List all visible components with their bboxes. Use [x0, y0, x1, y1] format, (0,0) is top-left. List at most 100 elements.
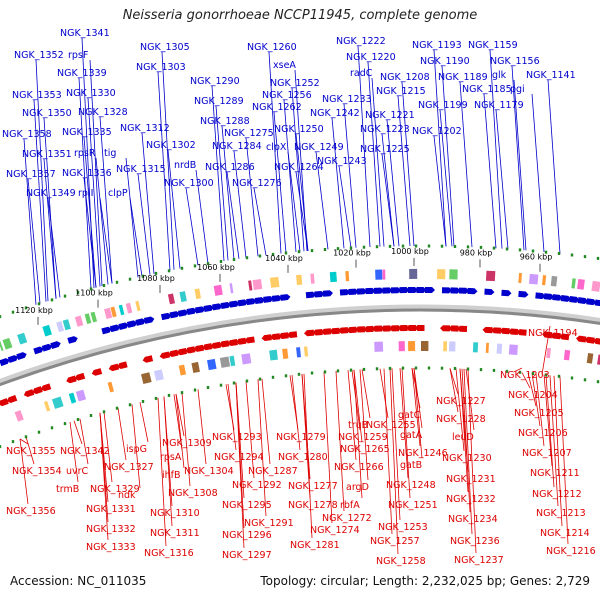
forward-gene-arrow	[220, 301, 231, 309]
reverse-gene-arrow	[142, 355, 154, 363]
ring-dot-1	[89, 414, 93, 417]
gene-label: NGK_1193	[412, 40, 462, 51]
label-connector	[511, 65, 525, 251]
gene-label: NGK_1336	[62, 168, 112, 179]
gene-label: NGK_1272	[322, 513, 372, 524]
label-connector	[367, 61, 381, 247]
forward-gene-arrow	[195, 306, 206, 314]
gene-label: tig	[104, 148, 116, 159]
gene-label: NGK_1327	[104, 462, 154, 473]
gene-label: NGK_1305	[140, 42, 190, 53]
scale-label: 1040 kbp	[265, 254, 303, 263]
label-connector	[353, 369, 363, 443]
gene-label: NGK_1255	[366, 420, 416, 431]
ring-dot-1	[596, 380, 600, 384]
ring-dot-0	[219, 260, 223, 263]
label-connector	[399, 368, 409, 479]
ring-dot-0	[479, 245, 483, 249]
cog-block-1	[546, 347, 552, 359]
gene-label: uvrC	[66, 466, 89, 477]
label-connector	[455, 368, 465, 452]
forward-gene-arrow	[263, 296, 274, 303]
forward-gene-arrow	[143, 316, 155, 324]
reverse-gene-arrow	[559, 333, 570, 341]
gene-label: NGK_1292	[232, 480, 282, 491]
gene-label: NGK_1349	[26, 188, 76, 199]
forward-gene-arrow	[586, 298, 597, 306]
label-connector	[215, 105, 229, 261]
gene-label: NGK_1357	[6, 169, 56, 180]
label-connector	[545, 374, 555, 488]
cog-block-0	[528, 273, 539, 285]
gene-label: NGK_1310	[150, 508, 200, 519]
gene-label: NGK_1278	[288, 500, 338, 511]
reverse-gene-arrow	[176, 347, 188, 356]
gene-label: NGK_1236	[450, 536, 500, 547]
reverse-gene-arrow	[6, 395, 18, 404]
ring-dot-1	[518, 370, 522, 374]
label-connector	[357, 45, 371, 248]
label-connector	[371, 77, 385, 247]
forward-gene-arrow	[356, 288, 367, 295]
ring-dot-0	[89, 287, 93, 291]
ring-dot-0	[375, 245, 379, 249]
label-connector	[226, 171, 240, 259]
gene-label: NGK_1304	[184, 466, 234, 477]
label-connector	[69, 421, 79, 483]
gene-label: rplI	[78, 188, 93, 199]
cog-block-0	[375, 269, 383, 280]
reverse-gene-arrow	[414, 324, 425, 332]
forward-gene-arrow	[7, 355, 19, 364]
label-connector	[79, 418, 89, 465]
forward-gene-arrow	[552, 294, 563, 301]
reverse-gene-arrow	[457, 325, 468, 332]
cog-block-0	[62, 319, 71, 331]
ring-dot-0	[557, 252, 561, 255]
gene-label: NGK_1194	[528, 328, 578, 339]
scale-label: 980 kbp	[460, 248, 493, 257]
ring-dot-0	[349, 246, 353, 250]
label-connector	[161, 51, 175, 270]
ring-dot-0	[323, 248, 327, 251]
ring-dot-1	[154, 396, 158, 400]
cog-block-1	[269, 349, 278, 361]
gene-label: NGK_1329	[90, 484, 140, 495]
ring-dot-1	[375, 367, 379, 371]
gene-label: NGK_1351	[22, 149, 72, 160]
label-connector	[83, 177, 97, 288]
label-connector	[535, 373, 545, 447]
reverse-gene-arrow	[185, 346, 196, 354]
gene-label: NGK_1203	[500, 370, 550, 381]
ring-dot-0	[128, 277, 132, 281]
cog-block-0	[449, 269, 458, 280]
ring-dot-0	[401, 244, 405, 248]
cog-block-0	[135, 300, 141, 312]
label-connector	[543, 374, 553, 467]
reverse-gene-arrow	[584, 336, 595, 344]
forward-gene-arrow	[322, 290, 333, 297]
reverse-gene-arrow	[227, 339, 238, 347]
reverse-gene-arrow	[236, 337, 247, 345]
gene-label: NGK_1211	[530, 468, 580, 479]
ring-dot-1	[531, 372, 535, 375]
scale-label: 1100 kbp	[75, 289, 113, 298]
forward-gene-arrow	[373, 287, 384, 294]
ring-dot-1	[115, 406, 119, 410]
gene-label: NGK_1250	[274, 124, 324, 135]
forward-gene-arrow	[518, 290, 529, 298]
cog-block-0	[74, 315, 84, 327]
reverse-gene-arrow	[491, 327, 502, 334]
label-connector	[95, 157, 109, 285]
label-connector	[103, 411, 113, 483]
label-connector	[463, 368, 473, 535]
forward-gene-arrow	[41, 343, 53, 352]
ring-dot-1	[505, 369, 509, 373]
ring-dot-1	[336, 369, 340, 373]
ring-dot-1	[440, 366, 444, 370]
ring-dot-1	[323, 370, 327, 374]
label-connector	[27, 178, 41, 304]
forward-gene-arrow	[237, 299, 248, 307]
reverse-gene-arrow	[576, 335, 587, 343]
label-connector	[211, 85, 225, 262]
